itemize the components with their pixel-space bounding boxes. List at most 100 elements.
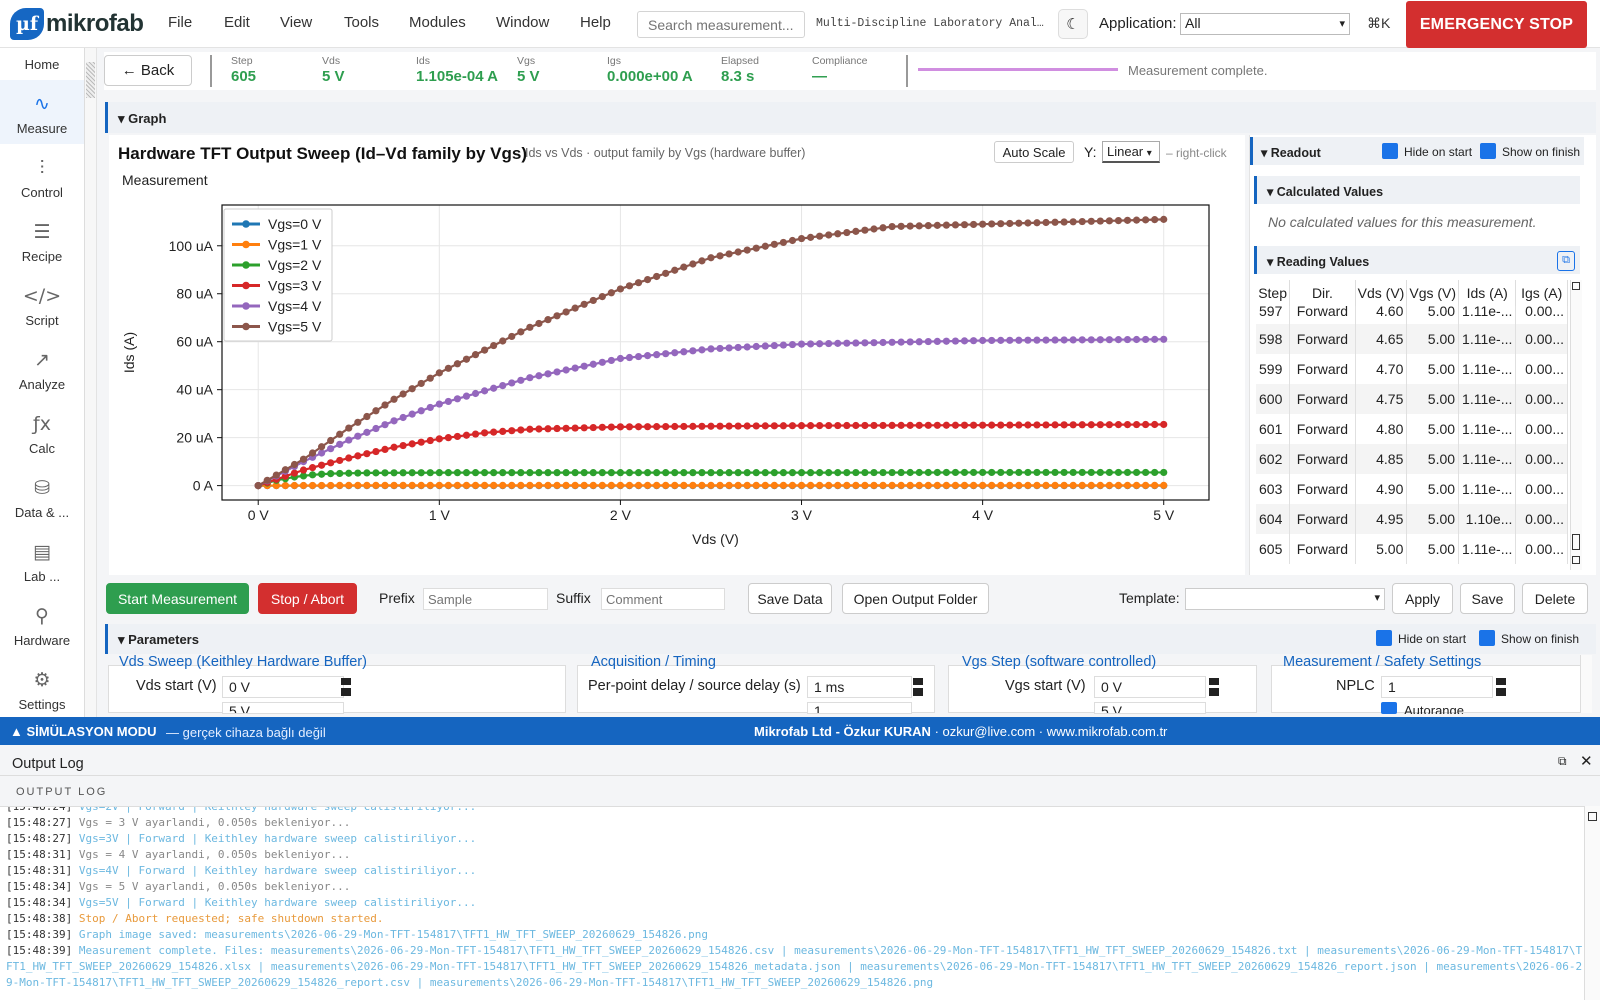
column-header[interactable]: Igs (A) — [1515, 280, 1568, 306]
vgs-stop-input[interactable]: 5 V — [1094, 702, 1206, 714]
sidebar-item-calc[interactable]: ƒx Calc — [0, 400, 84, 464]
y-scale-select[interactable]: Linear ▾ — [1102, 141, 1160, 163]
open-output-folder-button[interactable]: Open Output Folder — [842, 583, 989, 614]
params-show-on-finish-checkbox[interactable] — [1479, 630, 1495, 646]
table-row[interactable]: 600 Forward 4.75 5.00 1.11e-... 0.00... — [1256, 384, 1568, 414]
autorange-checkbox[interactable] — [1381, 702, 1397, 714]
parameters-header[interactable]: ▾ Parameters — [105, 624, 1596, 654]
params-hide-on-start-checkbox[interactable] — [1376, 630, 1392, 646]
log-line: [15:48:39] Measurement complete. Files: … — [0, 943, 1584, 991]
x-axis-label: Vds (V) — [692, 531, 739, 547]
table-row[interactable]: 598 Forward 4.65 5.00 1.11e-... 0.00... — [1256, 324, 1568, 354]
readout-header[interactable]: ▾ Readout — [1250, 137, 1584, 165]
emergency-stop-button[interactable]: EMERGENCY STOP — [1406, 1, 1587, 48]
menu-help[interactable]: Help — [580, 14, 611, 31]
vgs-start-input[interactable]: 0 V — [1094, 676, 1206, 698]
search-input[interactable] — [637, 11, 805, 38]
table-cell: 1.11e-... — [1458, 474, 1517, 504]
copy-icon[interactable]: ⧉ — [1557, 251, 1575, 271]
graph-section-header[interactable]: ▾ Graph — [105, 102, 1596, 133]
scroll-up-icon[interactable] — [1588, 812, 1597, 821]
sidebar-item-control[interactable]: ⫶ Control — [0, 144, 84, 208]
application-select[interactable]: All ▾ — [1180, 13, 1350, 35]
menu-window[interactable]: Window — [496, 14, 550, 31]
scroll-up-icon[interactable] — [1572, 282, 1580, 290]
column-header[interactable]: Vgs (V) — [1406, 280, 1460, 306]
data-point — [399, 390, 407, 398]
back-button[interactable]: ← Back — [104, 55, 192, 86]
vds-stop-input[interactable]: 5 V — [222, 702, 344, 714]
column-header[interactable]: Dir. — [1289, 280, 1356, 306]
output-chart[interactable]: 0 V 1 V 2 V 3 V 4 V 5 V 0 A 20 uA 40 uA 60 uA 80 u… — [112, 195, 1242, 555]
save-template-button[interactable]: Save — [1460, 583, 1515, 614]
menu-tools[interactable]: Tools — [344, 14, 380, 31]
log-scrollbar[interactable] — [1584, 806, 1600, 1000]
parameters-scrollbar[interactable] — [1580, 655, 1592, 713]
auto-scale-button[interactable]: Auto Scale — [994, 141, 1074, 163]
sidebar-item-settings[interactable]: ⚙ Settings — [0, 656, 84, 720]
contact-email[interactable]: ozkur@live.com — [942, 724, 1036, 739]
table-cell: 5.00 — [1355, 534, 1408, 564]
reading-values-header[interactable]: ▾ Reading Values — [1254, 246, 1580, 274]
scroll-down-icon[interactable] — [1572, 556, 1580, 564]
sidebar-item-data[interactable]: ⛁ Data & ... — [0, 464, 84, 528]
table-row[interactable]: 599 Forward 4.70 5.00 1.11e-... 0.00... — [1256, 354, 1568, 384]
readout-hide-on-start-checkbox[interactable] — [1382, 143, 1398, 159]
point-delay-stepper[interactable] — [913, 678, 923, 696]
suffix-input[interactable] — [601, 588, 725, 610]
table-row[interactable]: 601 Forward 4.80 5.00 1.11e-... 0.00... — [1256, 414, 1568, 444]
menu-modules[interactable]: Modules — [409, 14, 466, 31]
table-scrollbar[interactable] — [1570, 280, 1582, 570]
menu-file[interactable]: File — [168, 14, 193, 31]
theme-toggle-button[interactable]: ☾ — [1058, 9, 1088, 39]
sidebar-item-measure[interactable]: ∿ Measure — [0, 80, 84, 144]
output-log-body[interactable]: [15:48:24] Vgs=2V | Forward | Keithley h… — [0, 806, 1584, 1000]
vds-start-stepper[interactable] — [341, 678, 351, 696]
command-shortcut[interactable]: ⌘K — [1367, 15, 1391, 31]
website-link[interactable]: www.mikrofab.com.tr — [1046, 724, 1168, 739]
column-header[interactable]: Step — [1256, 280, 1291, 306]
data-point — [426, 436, 434, 445]
sidebar-item-lab[interactable]: ▤ Lab ... — [0, 528, 84, 592]
start-measurement-button[interactable]: Start Measurement — [106, 583, 249, 614]
vds-start-input[interactable]: 0 V — [222, 676, 344, 698]
sidebar-item-script[interactable]: </> Script — [0, 272, 84, 336]
table-row[interactable]: 597 Forward 4.60 5.00 1.11e-... 0.00... — [1256, 306, 1568, 324]
apply-template-button[interactable]: Apply — [1392, 583, 1453, 614]
table-row[interactable]: 602 Forward 4.85 5.00 1.11e-... 0.00... — [1256, 444, 1568, 474]
sidebar-item-analyze[interactable]: ↗ Analyze — [0, 336, 84, 400]
legend-label[interactable]: Vgs=0 V — [268, 216, 322, 232]
float-icon[interactable]: ⧉ — [1558, 754, 1567, 768]
table-row[interactable]: 604 Forward 4.95 5.00 1.10e... 0.00... — [1256, 504, 1568, 534]
calculated-values-header[interactable]: ▾ Calculated Values — [1254, 176, 1580, 204]
column-header[interactable]: Ids (A) — [1458, 280, 1517, 306]
template-select[interactable]: ▾ — [1185, 588, 1385, 610]
legend-label[interactable]: Vgs=4 V — [268, 298, 322, 314]
sidebar-item-home[interactable]: Home — [0, 48, 84, 78]
menu-edit[interactable]: Edit — [224, 14, 250, 31]
menu-view[interactable]: View — [280, 14, 313, 31]
legend-label[interactable]: Vgs=1 V — [268, 237, 322, 253]
sidebar-scroll-thumb[interactable] — [86, 62, 95, 98]
legend-label[interactable]: Vgs=5 V — [268, 319, 322, 335]
nplc-input[interactable]: 1 — [1381, 676, 1493, 698]
table-row[interactable]: 603 Forward 4.90 5.00 1.11e-... 0.00... — [1256, 474, 1568, 504]
sidebar-item-hardware[interactable]: ⚲ Hardware — [0, 592, 84, 656]
nplc-stepper[interactable] — [1496, 678, 1506, 696]
legend-label[interactable]: Vgs=3 V — [268, 278, 322, 294]
repeat-input[interactable]: 1 — [807, 702, 912, 714]
sidebar-scrollbar[interactable] — [84, 48, 96, 717]
delete-template-button[interactable]: Delete — [1522, 583, 1588, 614]
close-icon[interactable]: ✕ — [1580, 753, 1593, 770]
legend-label[interactable]: Vgs=2 V — [268, 257, 322, 273]
readout-show-on-finish-checkbox[interactable] — [1480, 143, 1496, 159]
vgs-start-stepper[interactable] — [1209, 678, 1219, 696]
table-row[interactable]: 605 Forward 5.00 5.00 1.11e-... 0.00... — [1256, 534, 1568, 564]
sidebar-item-recipe[interactable]: ☰ Recipe — [0, 208, 84, 272]
save-data-button[interactable]: Save Data — [748, 583, 832, 614]
point-delay-input[interactable]: 1 ms — [807, 676, 912, 698]
column-header[interactable]: Vds (V) — [1355, 280, 1408, 306]
stop-abort-button[interactable]: Stop / Abort — [258, 583, 357, 614]
table-scroll-thumb[interactable] — [1572, 534, 1580, 550]
prefix-input[interactable] — [423, 588, 548, 610]
